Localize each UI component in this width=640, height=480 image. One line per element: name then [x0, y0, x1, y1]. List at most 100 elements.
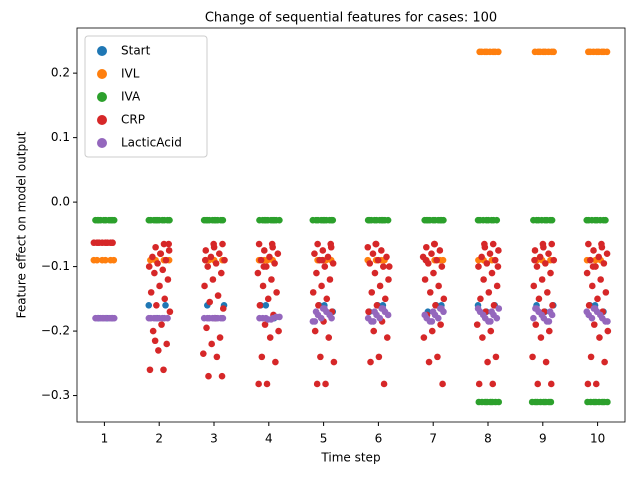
y-tick-label: −0.2 [41, 324, 70, 338]
strip-point [368, 289, 376, 296]
strip-point [550, 48, 557, 56]
strip-point [273, 289, 280, 296]
strip-point [107, 216, 115, 224]
strip-point [147, 216, 155, 224]
strip-point [428, 318, 436, 325]
strip-point [485, 216, 492, 224]
strip-point [537, 334, 545, 341]
strip-point [151, 337, 159, 345]
strip-point [529, 353, 536, 361]
strip-point [544, 289, 551, 296]
strip-point [204, 263, 212, 270]
strip-point [489, 398, 496, 406]
strip-point [216, 334, 224, 341]
strip-point [95, 239, 103, 247]
strip-point [327, 240, 335, 248]
strip-point [313, 380, 321, 388]
strip-point [207, 253, 215, 261]
strip-point [219, 216, 227, 224]
strip-point [383, 334, 391, 341]
strip-point [487, 327, 495, 335]
strip-point [162, 301, 169, 309]
strip-point [473, 321, 481, 328]
strip-point [486, 250, 494, 257]
strip-point [431, 311, 439, 319]
strip-point [255, 240, 263, 248]
strip-point [437, 321, 444, 328]
strip-point [328, 216, 335, 224]
x-tick-label: 6 [375, 432, 383, 446]
strip-point [483, 48, 491, 56]
strip-point [538, 276, 546, 283]
strip-point [602, 216, 609, 224]
strip-point [158, 321, 165, 328]
strip-point [547, 269, 554, 277]
x-tick-label: 10 [590, 432, 605, 446]
x-tick-label: 3 [210, 432, 218, 446]
strip-point [476, 308, 484, 316]
strip-point [322, 380, 329, 388]
strip-point [542, 48, 549, 56]
strip-point [206, 314, 213, 322]
strip-point [589, 263, 597, 270]
strip-point [590, 321, 598, 328]
strip-point [165, 247, 173, 254]
legend-marker [97, 46, 107, 56]
strip-point [325, 334, 333, 341]
strip-point [262, 301, 270, 309]
strip-point [367, 358, 374, 366]
x-axis-label: Time step [320, 451, 380, 465]
strip-point [548, 311, 556, 319]
strip-point [146, 366, 154, 374]
strip-point [601, 358, 608, 366]
strip-point [545, 250, 552, 257]
strip-point [385, 276, 392, 283]
strip-point [423, 216, 430, 224]
x-tick-label: 5 [320, 432, 328, 446]
strip-point [163, 340, 171, 348]
strip-point [161, 295, 169, 303]
strip-point [594, 295, 601, 303]
strip-point [166, 308, 174, 316]
strip-point [151, 269, 158, 277]
x-tick-label: 9 [539, 432, 547, 446]
strip-point [200, 314, 208, 322]
strip-point [311, 250, 318, 257]
strip-point [528, 398, 536, 406]
strip-point [536, 48, 544, 56]
strip-point [330, 358, 338, 366]
strip-point [481, 314, 489, 322]
strip-point [266, 334, 274, 341]
strip-point [315, 301, 322, 309]
strip-point [546, 327, 553, 335]
strip-point [542, 260, 549, 267]
strip-point [94, 314, 101, 322]
strip-point [478, 48, 485, 56]
x-tick-label: 8 [484, 432, 492, 446]
strip-point [430, 240, 438, 248]
y-tick-label: −0.1 [41, 259, 70, 273]
strip-point [545, 318, 553, 325]
strip-point [261, 321, 269, 328]
strip-point [595, 253, 602, 261]
strip-point [318, 282, 325, 290]
strip-point [258, 353, 266, 361]
strip-point [432, 301, 439, 309]
strip-point [585, 301, 593, 309]
strip-point [152, 314, 160, 322]
strip-point [543, 216, 551, 224]
strip-point [329, 260, 337, 267]
strip-point [530, 314, 537, 322]
strip-point [149, 253, 156, 261]
strip-point [430, 269, 437, 277]
strip-point [314, 216, 322, 224]
strip-point [266, 253, 273, 261]
strip-point [319, 305, 327, 312]
strip-point [598, 314, 606, 322]
strip-point [380, 263, 387, 270]
strip-point [370, 318, 377, 325]
strip-point [161, 314, 168, 322]
strip-point [201, 282, 208, 290]
